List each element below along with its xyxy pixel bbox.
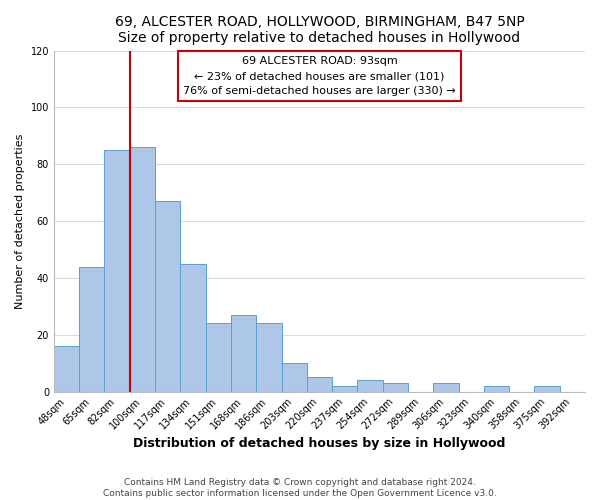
Bar [383,383,408,392]
Bar [231,315,256,392]
Bar [155,201,181,392]
Bar [307,378,332,392]
Title: 69, ALCESTER ROAD, HOLLYWOOD, BIRMINGHAM, B47 5NP
Size of property relative to d: 69, ALCESTER ROAD, HOLLYWOOD, BIRMINGHAM… [115,15,524,45]
Bar [358,380,383,392]
Bar [206,324,231,392]
Bar [433,383,458,392]
Bar [130,147,155,392]
Bar [281,363,307,392]
Bar [104,150,130,392]
Text: 69 ALCESTER ROAD: 93sqm
← 23% of detached houses are smaller (101)
76% of semi-d: 69 ALCESTER ROAD: 93sqm ← 23% of detache… [183,56,456,96]
Bar [332,386,358,392]
Y-axis label: Number of detached properties: Number of detached properties [15,134,25,308]
Bar [535,386,560,392]
Bar [181,264,206,392]
Bar [484,386,509,392]
Bar [256,324,281,392]
Bar [54,346,79,392]
Text: Contains HM Land Registry data © Crown copyright and database right 2024.
Contai: Contains HM Land Registry data © Crown c… [103,478,497,498]
Bar [79,266,104,392]
X-axis label: Distribution of detached houses by size in Hollywood: Distribution of detached houses by size … [133,437,506,450]
